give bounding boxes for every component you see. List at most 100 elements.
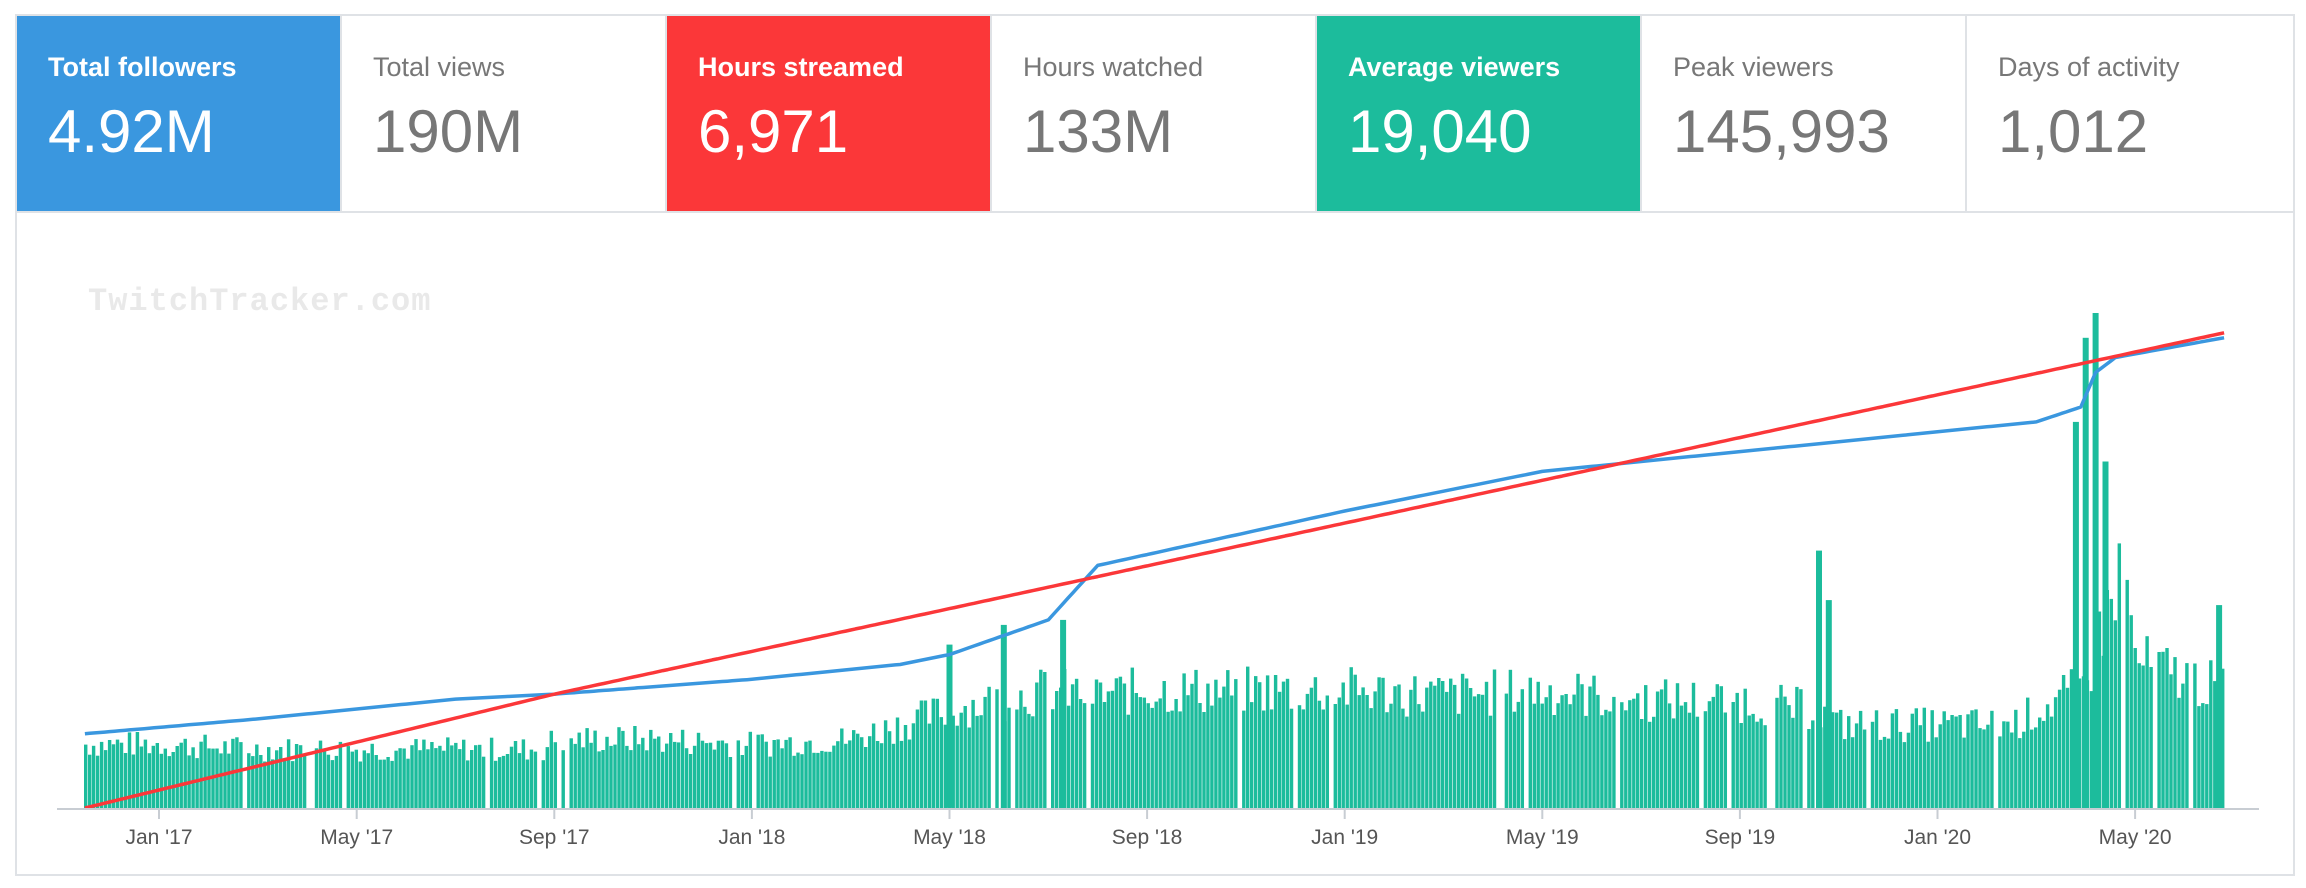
viewer-bar [875, 741, 880, 808]
stat-label: Average viewers [1348, 52, 1561, 82]
followers-line [84, 336, 2225, 736]
viewer-bar [1878, 739, 1883, 808]
viewer-bar [983, 696, 987, 808]
viewer-bar [267, 747, 271, 808]
viewer-bar [895, 717, 900, 808]
viewer-bar [688, 754, 693, 808]
viewer-bar [1596, 694, 1600, 808]
viewer-bar [637, 744, 641, 808]
x-tick-label: Jan '19 [1311, 826, 1378, 849]
viewer-bar [123, 753, 128, 808]
viewer-bar [879, 743, 884, 808]
viewer-bar [418, 750, 422, 808]
viewer-bar [1035, 682, 1039, 808]
viewer-bar [505, 754, 510, 808]
viewer-bar [2141, 665, 2145, 808]
viewer-bar [1719, 686, 1724, 808]
viewer-bar [1190, 683, 1194, 808]
viewer-bar [1437, 678, 1441, 808]
viewer-bar [322, 749, 327, 808]
stat-value: 190M [373, 98, 524, 165]
viewer-bar [549, 730, 554, 808]
viewer-bar [856, 733, 860, 808]
stat-value: 145,993 [1673, 98, 1890, 165]
viewer-bar [820, 750, 824, 808]
viewer-spike-bar [2102, 461, 2109, 808]
viewer-bar [1472, 696, 1477, 808]
viewer-bar [1950, 715, 1954, 808]
viewer-bar [1747, 715, 1751, 808]
viewer-bar [1532, 703, 1537, 808]
viewer-bar [1624, 710, 1628, 808]
stat-label: Total views [373, 52, 506, 82]
viewer-bar [1078, 699, 1083, 808]
viewer-bar [1998, 736, 2002, 808]
viewer-bar [1886, 738, 1891, 808]
x-tick-label: Jan '20 [1904, 826, 1971, 849]
viewer-bar [883, 720, 888, 808]
viewer-bar [103, 750, 108, 808]
viewer-bar [2030, 729, 2034, 808]
viewer-bar [2113, 620, 2118, 808]
viewer-bar [470, 750, 474, 808]
viewer-bar [788, 737, 792, 808]
viewer-bar [1397, 684, 1401, 808]
viewer-bar [215, 748, 219, 808]
viewers-chart: Jan '17 May '17 Sep '17 Jan '18 May '18 Sep '… [57, 313, 2259, 849]
viewer-bar [1198, 703, 1202, 808]
stat-label: Hours watched [1023, 52, 1204, 82]
viewer-bar [569, 738, 573, 808]
viewer-bar [2049, 716, 2054, 808]
viewer-bar [1934, 737, 1938, 808]
viewer-bar [159, 753, 164, 808]
viewer-bar [736, 740, 741, 808]
viewer-bar [294, 744, 299, 808]
viewer-bar [438, 745, 442, 808]
viewer-bar [959, 712, 963, 808]
viewer-bar [2014, 709, 2018, 808]
viewer-bar [1652, 716, 1656, 808]
viewer-bar [2209, 660, 2213, 808]
viewer-bar [1090, 703, 1095, 808]
viewer-bar [1970, 710, 1974, 808]
viewer-bar [704, 743, 709, 808]
viewer-bar [1027, 713, 1031, 808]
viewer-bar [2022, 731, 2026, 808]
viewer-bar [2221, 668, 2225, 808]
viewer-bar [1890, 713, 1895, 808]
viewer-bar [1528, 677, 1533, 808]
viewer-bar [1023, 706, 1027, 808]
viewer-bar [1039, 669, 1043, 808]
viewer-bar [1608, 711, 1612, 808]
viewer-bar [760, 734, 764, 808]
viewer-bar [422, 739, 426, 808]
viewer-bar [501, 755, 506, 808]
viewer-bar [1453, 684, 1457, 808]
x-tick-label: Sep '18 [1112, 826, 1183, 849]
viewer-bar [1162, 681, 1166, 808]
viewer-bar [1273, 675, 1278, 808]
viewer-bar [1604, 709, 1608, 808]
viewer-bar [756, 734, 760, 808]
viewer-bar [410, 745, 414, 808]
viewer-bar [1918, 725, 1923, 808]
viewer-bar [1667, 703, 1672, 808]
viewer-bar [1114, 678, 1119, 808]
viewer-bar [1170, 710, 1174, 808]
viewer-bar [1520, 689, 1525, 808]
viewer-bar [1787, 705, 1791, 808]
viewer-bar [2201, 703, 2205, 808]
viewer-bar [2034, 727, 2038, 808]
viewer-bar [1413, 676, 1417, 808]
viewer-bar [1118, 676, 1123, 808]
viewer-bar [581, 747, 585, 808]
viewer-bar [2097, 611, 2102, 808]
viewer-bar [179, 742, 183, 808]
viewer-bar [1958, 715, 1962, 808]
viewer-bar [1154, 701, 1158, 808]
viewer-bar [378, 759, 382, 808]
viewer-bar [1031, 716, 1035, 808]
viewer-bar [724, 743, 729, 808]
viewer-bar [450, 745, 454, 808]
viewer-bar [2133, 648, 2137, 808]
